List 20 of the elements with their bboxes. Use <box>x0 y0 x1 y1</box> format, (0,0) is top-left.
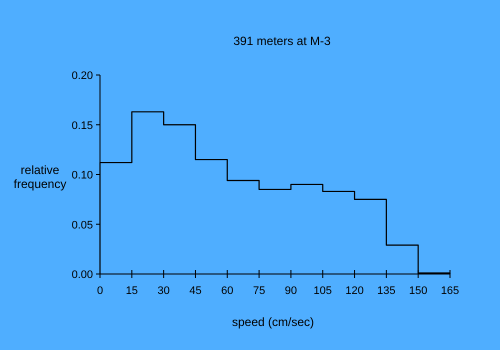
x-tick-label: 150 <box>409 285 428 297</box>
y-tick-label: 0.20 <box>72 70 93 82</box>
y-tick-label: 0.05 <box>72 219 93 232</box>
y-tick-label: 0.15 <box>72 120 93 132</box>
x-tick-label: 165 <box>440 285 460 297</box>
x-tick-label: 75 <box>252 285 266 297</box>
y-tick-label: 0.00 <box>72 269 93 281</box>
x-tick-label: 30 <box>158 285 170 297</box>
y-tick-label: 0.10 <box>72 170 93 182</box>
x-tick-label: 105 <box>314 285 332 297</box>
y-axis-title: relative frequency <box>14 163 66 191</box>
chart-title: 391 meters at M-3 <box>233 34 332 48</box>
x-tick-label: 120 <box>345 285 364 297</box>
x-tick-label: 135 <box>377 285 396 297</box>
x-tick-label: 45 <box>189 285 202 297</box>
x-axis-title: speed (cm/sec) <box>232 315 314 329</box>
x-tick-label: 0 <box>96 285 104 297</box>
x-tick-label: 15 <box>126 285 138 297</box>
x-tick-label: 60 <box>221 285 234 297</box>
x-tick-label: 90 <box>284 285 298 297</box>
